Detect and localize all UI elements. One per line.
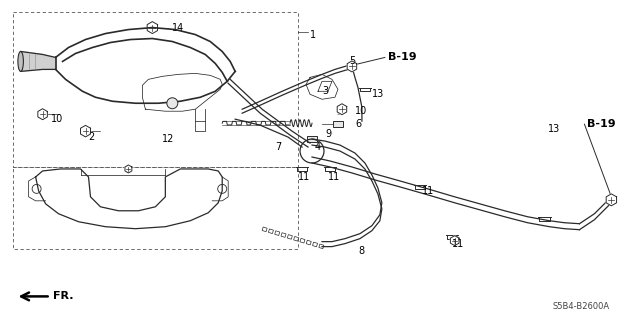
Polygon shape: [125, 165, 132, 173]
Bar: [268, 229, 273, 234]
Bar: [262, 227, 267, 232]
Text: 14: 14: [172, 23, 184, 33]
Text: 6: 6: [355, 119, 361, 129]
Polygon shape: [147, 22, 157, 33]
Bar: [287, 234, 292, 239]
Polygon shape: [337, 104, 347, 115]
Text: 2: 2: [88, 132, 95, 142]
Bar: [275, 231, 280, 235]
Text: 1: 1: [310, 30, 316, 40]
Polygon shape: [81, 125, 90, 137]
Text: 4: 4: [315, 142, 321, 152]
Bar: [294, 236, 299, 241]
Polygon shape: [20, 51, 56, 71]
Text: 11: 11: [452, 239, 464, 249]
Bar: [333, 121, 343, 127]
Bar: [307, 240, 311, 245]
Circle shape: [167, 98, 178, 109]
Polygon shape: [347, 61, 356, 72]
Text: 9: 9: [325, 129, 331, 139]
Text: B-19: B-19: [588, 119, 616, 129]
Bar: [300, 238, 305, 243]
Text: 7: 7: [275, 142, 281, 152]
Text: 11: 11: [298, 172, 310, 182]
Text: 13: 13: [547, 124, 560, 134]
Bar: [319, 244, 324, 249]
Bar: [281, 233, 286, 237]
Text: B-19: B-19: [388, 52, 417, 63]
Text: 3: 3: [322, 86, 328, 96]
Polygon shape: [606, 194, 616, 206]
Text: 11: 11: [328, 172, 340, 182]
Text: 12: 12: [162, 134, 175, 144]
Text: 5: 5: [349, 56, 355, 66]
Text: 8: 8: [359, 246, 365, 256]
Text: 11: 11: [422, 186, 434, 196]
Bar: [312, 242, 317, 247]
Polygon shape: [451, 236, 459, 246]
Text: S5B4-B2600A: S5B4-B2600A: [553, 302, 610, 311]
Text: 13: 13: [372, 89, 384, 99]
Polygon shape: [38, 109, 47, 120]
Ellipse shape: [18, 51, 24, 71]
Text: 10: 10: [355, 106, 367, 116]
Text: 10: 10: [51, 114, 63, 124]
Bar: [307, 136, 317, 142]
Text: FR.: FR.: [52, 291, 73, 301]
